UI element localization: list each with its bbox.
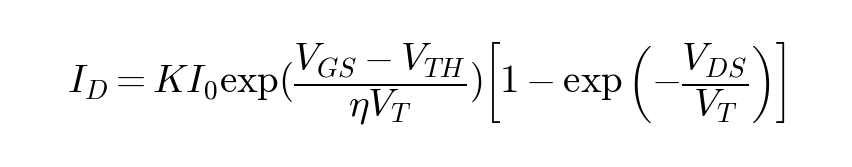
Text: $I_D = KI_0 \exp(\dfrac{V_{GS} - V_{TH}}{\eta V_T})\left[1 - \exp\left(-\dfrac{V: $I_D = KI_0 \exp(\dfrac{V_{GS} - V_{TH}}… — [67, 40, 785, 127]
